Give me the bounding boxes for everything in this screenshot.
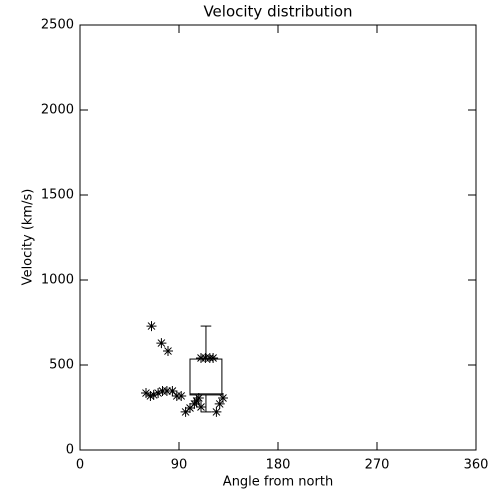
asterisk-point bbox=[156, 338, 167, 349]
asterisk-point bbox=[145, 390, 156, 401]
y-tick-label: 1500 bbox=[41, 188, 74, 203]
asterisk-point bbox=[180, 406, 191, 417]
asterisk-point bbox=[196, 401, 206, 412]
asterisk-point bbox=[208, 353, 219, 364]
asterisk-point bbox=[218, 392, 228, 403]
asterisk-point bbox=[185, 403, 195, 414]
asterisk-point bbox=[167, 386, 178, 397]
x-tick-label: 90 bbox=[171, 458, 188, 473]
asterisk-point bbox=[153, 388, 164, 399]
asterisk-point bbox=[193, 392, 204, 403]
x-tick-label: 270 bbox=[365, 458, 390, 473]
asterisk-point bbox=[141, 388, 151, 399]
chart-title: Velocity distribution bbox=[203, 3, 352, 21]
x-axis-label: Angle from north bbox=[223, 475, 333, 490]
asterisk-point bbox=[211, 406, 222, 417]
asterisk-point bbox=[148, 389, 159, 400]
y-tick-label: 1000 bbox=[41, 273, 74, 288]
y-tick-label: 500 bbox=[49, 358, 74, 373]
x-tick-label: 0 bbox=[76, 458, 84, 473]
box bbox=[189, 358, 223, 396]
y-tick-label: 0 bbox=[66, 443, 74, 458]
asterisk-point bbox=[176, 390, 187, 401]
asterisk-point bbox=[163, 346, 173, 357]
y-tick-label: 2000 bbox=[41, 103, 74, 118]
x-tick-label: 360 bbox=[464, 458, 489, 473]
y-axis-label: Velocity (km/s) bbox=[21, 189, 36, 286]
asterisk-point bbox=[146, 321, 157, 332]
plot-frame bbox=[79, 24, 477, 451]
y-tick-label: 2500 bbox=[41, 18, 74, 33]
asterisk-point bbox=[161, 386, 172, 397]
x-tick-label: 180 bbox=[266, 458, 291, 473]
asterisk-point bbox=[191, 396, 202, 407]
asterisk-point bbox=[214, 398, 225, 409]
